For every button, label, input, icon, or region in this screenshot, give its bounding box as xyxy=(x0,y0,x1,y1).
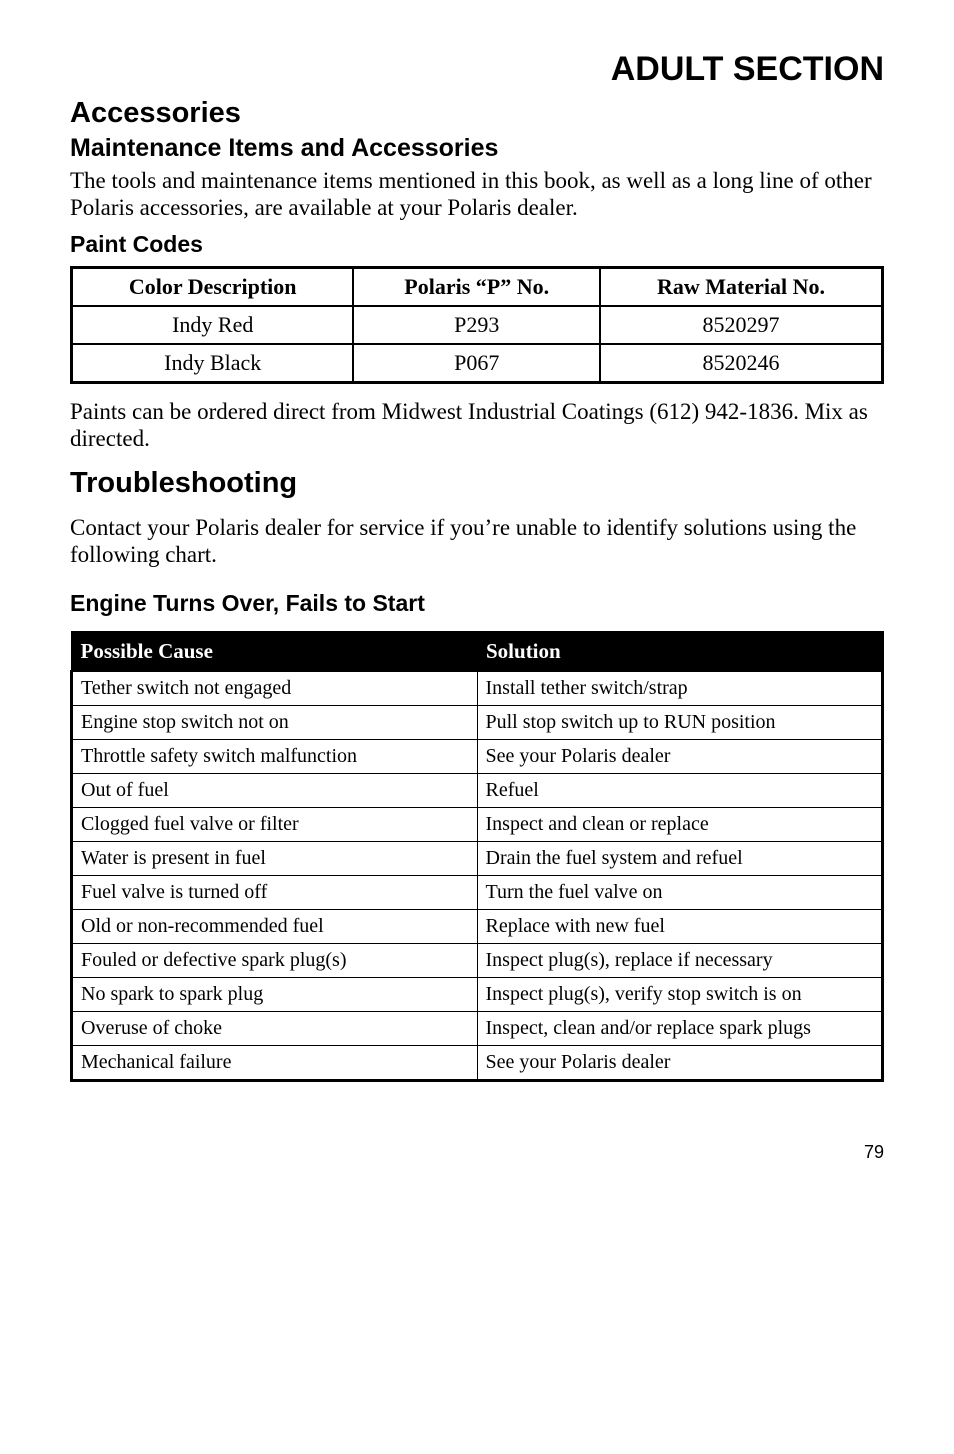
table-cell: Indy Black xyxy=(72,344,354,383)
table-row: No spark to spark plug Inspect plug(s), … xyxy=(72,977,883,1011)
table-cell: Throttle safety switch malfunction xyxy=(72,739,478,773)
maintenance-paragraph: The tools and maintenance items mentione… xyxy=(70,167,884,221)
table-cell: Fouled or defective spark plug(s) xyxy=(72,943,478,977)
table-cell: Indy Red xyxy=(72,306,354,344)
table-header: Solution xyxy=(477,632,883,671)
table-cell: Inspect, clean and/or replace spark plug… xyxy=(477,1011,883,1045)
table-row: Fuel valve is turned off Turn the fuel v… xyxy=(72,875,883,909)
table-row: Indy Red P293 8520297 xyxy=(72,306,883,344)
table-row: Out of fuel Refuel xyxy=(72,773,883,807)
table-cell: Turn the fuel valve on xyxy=(477,875,883,909)
table-cell: Fuel valve is turned off xyxy=(72,875,478,909)
table-cell: Clogged fuel valve or filter xyxy=(72,807,478,841)
paint-codes-table: Color Description Polaris “P” No. Raw Ma… xyxy=(70,266,884,384)
table-cell: Engine stop switch not on xyxy=(72,705,478,739)
table-header: Polaris “P” No. xyxy=(353,268,600,307)
table-row: Old or non-recommended fuel Replace with… xyxy=(72,909,883,943)
table-header-row: Possible Cause Solution xyxy=(72,632,883,671)
troubleshooting-table: Possible Cause Solution Tether switch no… xyxy=(70,631,884,1082)
table-cell: Inspect and clean or replace xyxy=(477,807,883,841)
table-cell: Mechanical failure xyxy=(72,1045,478,1080)
troubleshooting-heading: Troubleshooting xyxy=(70,467,884,500)
page-title: ADULT SECTION xyxy=(70,50,884,89)
table-header: Raw Material No. xyxy=(600,268,883,307)
paint-codes-subheading: Paint Codes xyxy=(70,231,884,258)
table-row: Throttle safety switch malfunction See y… xyxy=(72,739,883,773)
table-row: Water is present in fuel Drain the fuel … xyxy=(72,841,883,875)
engine-fails-subheading: Engine Turns Over, Fails to Start xyxy=(70,590,884,617)
table-header-row: Color Description Polaris “P” No. Raw Ma… xyxy=(72,268,883,307)
table-cell: See your Polaris dealer xyxy=(477,1045,883,1080)
table-cell: P067 xyxy=(353,344,600,383)
table-row: Fouled or defective spark plug(s) Inspec… xyxy=(72,943,883,977)
table-row: Overuse of choke Inspect, clean and/or r… xyxy=(72,1011,883,1045)
table-cell: P293 xyxy=(353,306,600,344)
table-cell: Drain the fuel system and refuel xyxy=(477,841,883,875)
table-header: Color Description xyxy=(72,268,354,307)
table-cell: Install tether switch/strap xyxy=(477,671,883,706)
table-cell: Out of fuel xyxy=(72,773,478,807)
table-cell: Water is present in fuel xyxy=(72,841,478,875)
table-row: Engine stop switch not on Pull stop swit… xyxy=(72,705,883,739)
table-row: Indy Black P067 8520246 xyxy=(72,344,883,383)
table-header: Possible Cause xyxy=(72,632,478,671)
table-cell: Inspect plug(s), replace if necessary xyxy=(477,943,883,977)
troubleshooting-paragraph: Contact your Polaris dealer for service … xyxy=(70,514,884,568)
paint-ordering-paragraph: Paints can be ordered direct from Midwes… xyxy=(70,398,884,452)
table-cell: 8520297 xyxy=(600,306,883,344)
table-cell: Tether switch not engaged xyxy=(72,671,478,706)
table-row: Mechanical failure See your Polaris deal… xyxy=(72,1045,883,1080)
table-cell: Refuel xyxy=(477,773,883,807)
table-row: Tether switch not engaged Install tether… xyxy=(72,671,883,706)
accessories-heading: Accessories xyxy=(70,97,884,130)
table-cell: Inspect plug(s), verify stop switch is o… xyxy=(477,977,883,1011)
page-number: 79 xyxy=(70,1142,884,1163)
table-cell: 8520246 xyxy=(600,344,883,383)
table-cell: See your Polaris dealer xyxy=(477,739,883,773)
table-row: Clogged fuel valve or filter Inspect and… xyxy=(72,807,883,841)
table-cell: No spark to spark plug xyxy=(72,977,478,1011)
table-cell: Old or non-recommended fuel xyxy=(72,909,478,943)
table-cell: Overuse of choke xyxy=(72,1011,478,1045)
maintenance-subheading: Maintenance Items and Accessories xyxy=(70,134,884,163)
table-cell: Replace with new fuel xyxy=(477,909,883,943)
table-cell: Pull stop switch up to RUN position xyxy=(477,705,883,739)
